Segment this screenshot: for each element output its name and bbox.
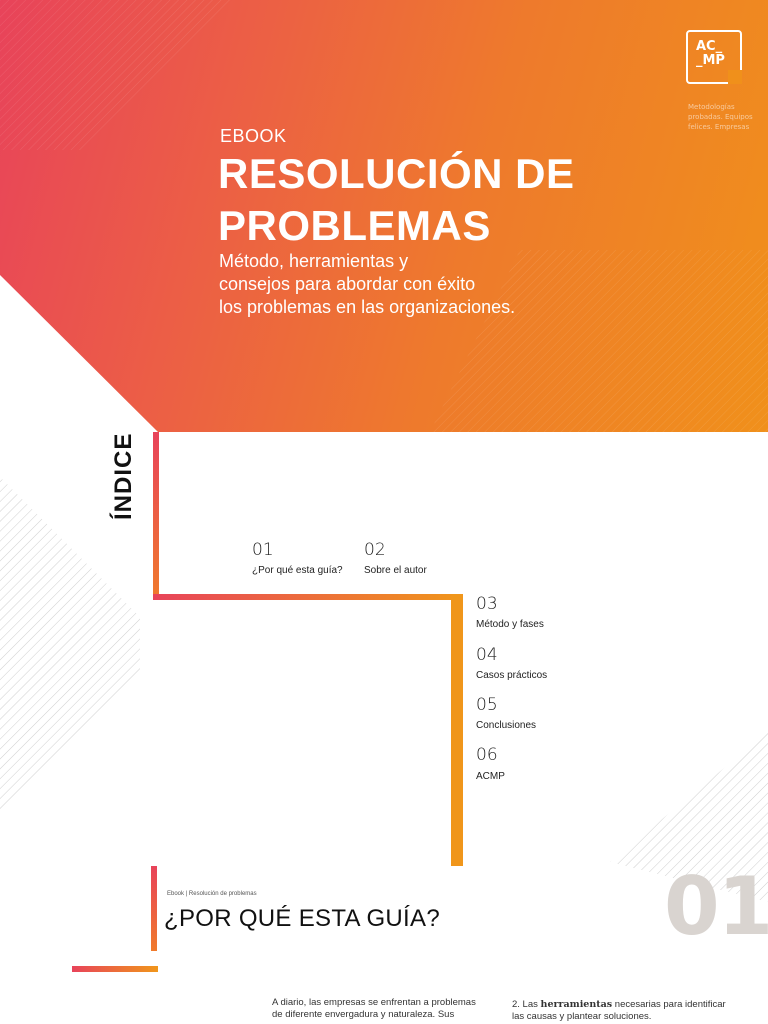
cover-banner: AC_ _MP Metodologías probadas. Equipos f… xyxy=(0,0,768,432)
section-title: ¿POR QUÉ ESTA GUÍA? xyxy=(164,905,440,932)
toc-label-04[interactable]: Casos prácticos xyxy=(476,670,548,681)
para-right-suffix: necesarias para identificar xyxy=(612,999,726,1010)
title-line-1: RESOLUCIÓN DE xyxy=(218,150,575,197)
paragraph-left-line-2: de diferente envergadura y naturaleza. S… xyxy=(272,1009,455,1020)
subtitle-line-1: Método, herramientas y xyxy=(219,251,409,271)
toc-label-01[interactable]: ¿Por qué esta guía? xyxy=(252,565,343,576)
subtitle-line-3: los problemas en las organizaciones. xyxy=(219,297,516,317)
cover-decorative-lines xyxy=(0,0,768,432)
cover-subtitle: Método, herramientas y consejos para abo… xyxy=(219,250,515,319)
acmp-logo: AC_ _MP xyxy=(686,30,742,84)
title-line-2: PROBLEMAS xyxy=(218,202,491,249)
breadcrumb: Ebook | Resolución de problemas xyxy=(167,891,257,897)
index-heading: ÍNDICE xyxy=(110,432,137,520)
subtitle-line-2: consejos para abordar con éxito xyxy=(219,274,476,294)
logo-tagline: Metodologías probadas. Equipos felices. … xyxy=(688,103,753,131)
toc-number-01[interactable]: 01 xyxy=(252,540,274,560)
paragraph-right: 2. Las herramientas necesarias para iden… xyxy=(512,999,762,1023)
toc-label-06[interactable]: ACMP xyxy=(476,771,505,782)
toc-number-02[interactable]: 02 xyxy=(364,540,386,560)
section-number: 01 xyxy=(664,860,768,953)
paragraph-left: A diario, las empresas se enfrentan a pr… xyxy=(272,997,502,1021)
cover-title: RESOLUCIÓN DE PROBLEMAS xyxy=(218,148,575,252)
paragraph-left-line-1: A diario, las empresas se enfrentan a pr… xyxy=(272,997,476,1008)
toc-number-06[interactable]: 06 xyxy=(476,745,498,765)
paragraph-right-line-2: las causas y plantear soluciones. xyxy=(512,1011,652,1022)
toc-number-03[interactable]: 03 xyxy=(476,594,498,614)
para-right-prefix: 2. Las xyxy=(512,999,541,1010)
para-right-bold: herramientas xyxy=(540,999,613,1010)
ebook-label: EBOOK xyxy=(220,126,287,146)
toc-number-04[interactable]: 04 xyxy=(476,645,498,665)
toc-label-03[interactable]: Método y fases xyxy=(476,619,544,630)
logo-line-2: _MP xyxy=(696,53,725,68)
toc-number-05[interactable]: 05 xyxy=(476,695,498,715)
logo-line-1: AC_ xyxy=(696,39,723,54)
index-decorations xyxy=(0,432,768,972)
toc-label-02[interactable]: Sobre el autor xyxy=(364,565,427,576)
paragraph-right-line-1: 2. Las herramientas necesarias para iden… xyxy=(512,999,762,1011)
cover-white-corner xyxy=(0,275,158,432)
toc-label-05[interactable]: Conclusiones xyxy=(476,720,537,731)
